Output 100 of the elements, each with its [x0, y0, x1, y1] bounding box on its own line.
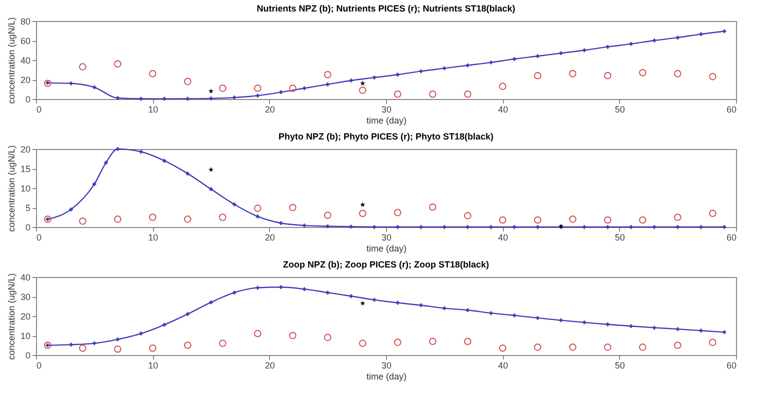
point [254, 204, 262, 212]
point [46, 81, 50, 85]
point [512, 314, 516, 318]
y-tick-label: 20 [20, 144, 30, 154]
x-tick-label: 0 [36, 232, 42, 242]
point [394, 208, 402, 216]
point [709, 210, 716, 218]
point [499, 216, 506, 224]
point [674, 70, 682, 78]
point [219, 214, 226, 221]
y-tick-label: 10 [20, 331, 30, 341]
point [349, 294, 353, 298]
point [162, 322, 166, 327]
chart-title: Nutrients NPZ (b); Nutrients PICES (r); Nutrients ST18(black) [256, 4, 516, 14]
point [326, 224, 330, 228]
x-tick-label: 50 [614, 360, 625, 370]
point [372, 298, 376, 302]
y-tick-label: 20 [20, 75, 30, 85]
point [652, 326, 656, 330]
point [208, 88, 214, 94]
point [639, 69, 646, 76]
point [232, 202, 236, 206]
point [429, 90, 436, 98]
point [360, 80, 366, 86]
point [639, 216, 646, 224]
x-tick-label: 60 [726, 104, 736, 114]
point [186, 312, 190, 316]
point [324, 334, 332, 342]
point [442, 306, 446, 310]
point [69, 82, 73, 86]
x-axis-title: time (day) [366, 372, 407, 382]
point [499, 344, 506, 352]
point [79, 63, 86, 70]
x-tick-label: 20 [264, 360, 275, 370]
y-tick-label: 30 [20, 292, 30, 302]
point [326, 82, 330, 86]
point [302, 224, 306, 228]
x-tick-label: 30 [381, 232, 392, 242]
point [289, 204, 296, 212]
point [289, 332, 296, 340]
point [302, 287, 306, 291]
y-tick-label: 20 [20, 312, 30, 322]
point [162, 96, 166, 101]
x-tick-label: 30 [381, 104, 392, 114]
point [466, 63, 470, 68]
point [709, 72, 716, 80]
x-tick-label: 30 [381, 360, 392, 370]
point [536, 54, 540, 58]
y-tick-label: 60 [20, 36, 30, 46]
point [232, 290, 236, 294]
y-tick-label: 15 [20, 164, 30, 174]
point [149, 70, 156, 78]
point [606, 322, 610, 326]
point [116, 96, 120, 100]
x-axis-title: time (day) [366, 244, 407, 254]
point [489, 60, 493, 64]
point [360, 300, 366, 306]
point [114, 216, 122, 223]
point [44, 80, 52, 88]
point [396, 300, 400, 305]
x-tick-label: 60 [726, 360, 736, 370]
point [162, 158, 166, 163]
y-tick-label: 80 [20, 16, 30, 26]
point [674, 342, 682, 349]
point [359, 340, 366, 347]
point [114, 345, 122, 353]
point [604, 344, 612, 351]
point [219, 84, 226, 92]
point [512, 57, 516, 61]
y-tick-label: 5 [25, 203, 30, 213]
point [394, 90, 402, 98]
point [69, 208, 73, 212]
point [604, 72, 612, 80]
point [429, 203, 436, 211]
y-axis-title: concentration (ugN/L) [6, 273, 16, 360]
y-tick-label: 40 [20, 272, 30, 282]
point [184, 78, 192, 86]
x-tick-label: 60 [726, 232, 736, 242]
point [722, 330, 726, 334]
point [149, 344, 156, 352]
point [534, 344, 542, 351]
point [256, 214, 260, 218]
point [114, 60, 122, 68]
x-tick-label: 40 [498, 232, 508, 242]
point [676, 327, 680, 331]
point [709, 338, 716, 346]
point [466, 308, 470, 312]
x-tick-label: 40 [498, 104, 508, 114]
point [360, 202, 366, 207]
point [606, 44, 610, 49]
point [534, 72, 542, 80]
y-tick-label: 0 [25, 222, 30, 232]
x-tick-label: 10 [148, 360, 158, 370]
point [372, 76, 376, 80]
point [92, 182, 96, 186]
x-tick-label: 50 [614, 232, 625, 242]
point [442, 66, 446, 70]
point [256, 94, 260, 98]
y-tick-label: 40 [20, 56, 30, 66]
x-tick-label: 0 [36, 360, 42, 370]
